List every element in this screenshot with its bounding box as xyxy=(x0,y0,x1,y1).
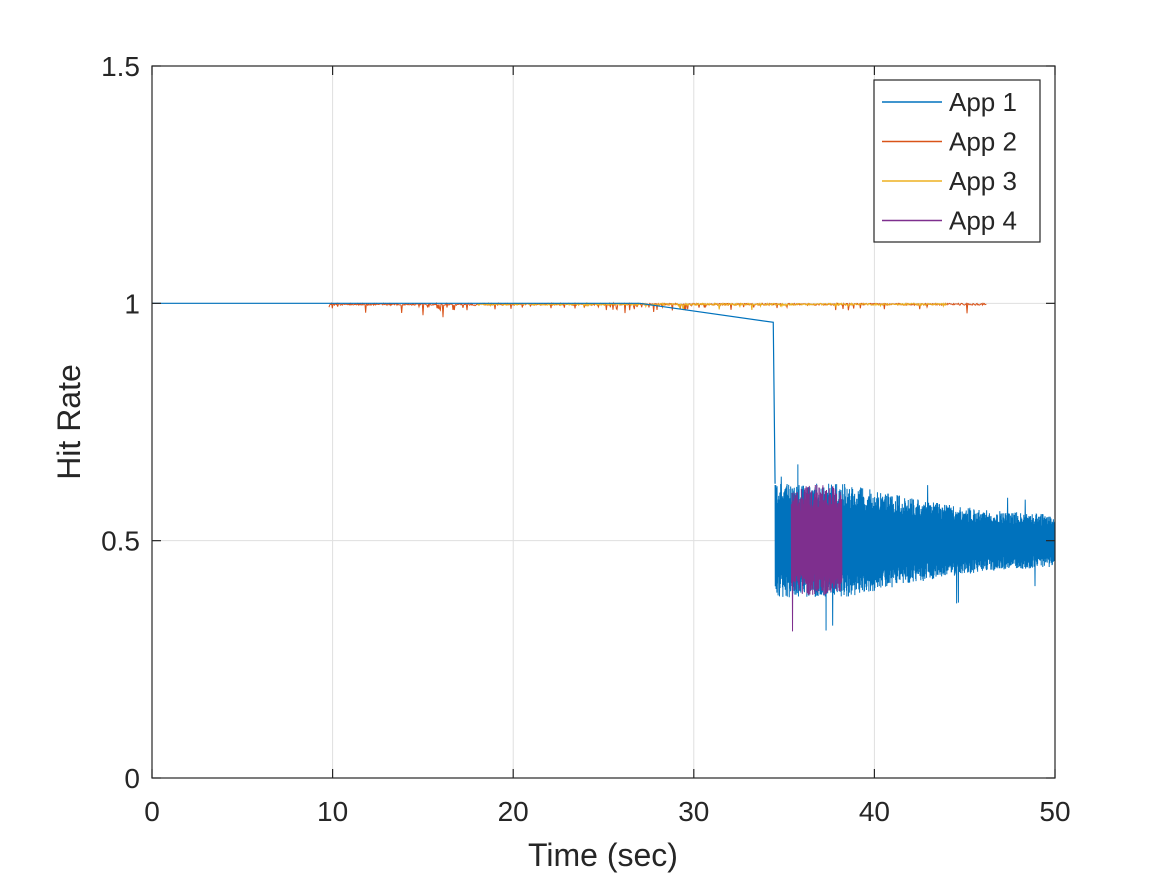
y-tick-label: 1 xyxy=(124,288,140,319)
x-tick-label: 40 xyxy=(859,796,890,827)
x-tick-label: 0 xyxy=(144,796,160,827)
legend-item: App 1 xyxy=(882,87,1017,117)
series-line-segment xyxy=(639,302,776,484)
axes xyxy=(151,65,1056,779)
legend-label: App 3 xyxy=(949,166,1017,196)
legend-item: App 3 xyxy=(882,166,1017,196)
x-tick-label: 30 xyxy=(678,796,709,827)
series-app-3 xyxy=(476,301,948,311)
y-axis-label: Hit Rate xyxy=(51,364,87,480)
x-tick-labels: 0 10 20 30 40 50 xyxy=(144,796,1070,827)
y-tick-labels: 0 0.5 1 1.5 xyxy=(101,51,140,794)
legend-box xyxy=(873,79,1041,243)
y-tick-label: 0.5 xyxy=(101,526,140,557)
legend-label: App 4 xyxy=(949,206,1017,236)
x-tick-label: 50 xyxy=(1039,796,1070,827)
y-tick-label: 1.5 xyxy=(101,51,140,82)
y-tick-label: 0 xyxy=(124,763,140,794)
series-band-trace xyxy=(790,484,843,632)
legend-label: App 2 xyxy=(949,127,1017,157)
series-noise-trace xyxy=(476,301,948,311)
legend-label: App 1 xyxy=(949,87,1017,117)
legend-item: App 2 xyxy=(882,127,1017,157)
legend: App 1 App 2 App 3 App 4 xyxy=(873,79,1041,243)
axes-box xyxy=(151,65,1056,779)
x-axis-label: Time (sec) xyxy=(528,837,678,873)
x-tick-label: 20 xyxy=(498,796,529,827)
data-series xyxy=(152,301,1056,632)
x-tick-label: 10 xyxy=(317,796,348,827)
series-app-4 xyxy=(790,484,843,632)
legend-item: App 4 xyxy=(882,206,1017,236)
